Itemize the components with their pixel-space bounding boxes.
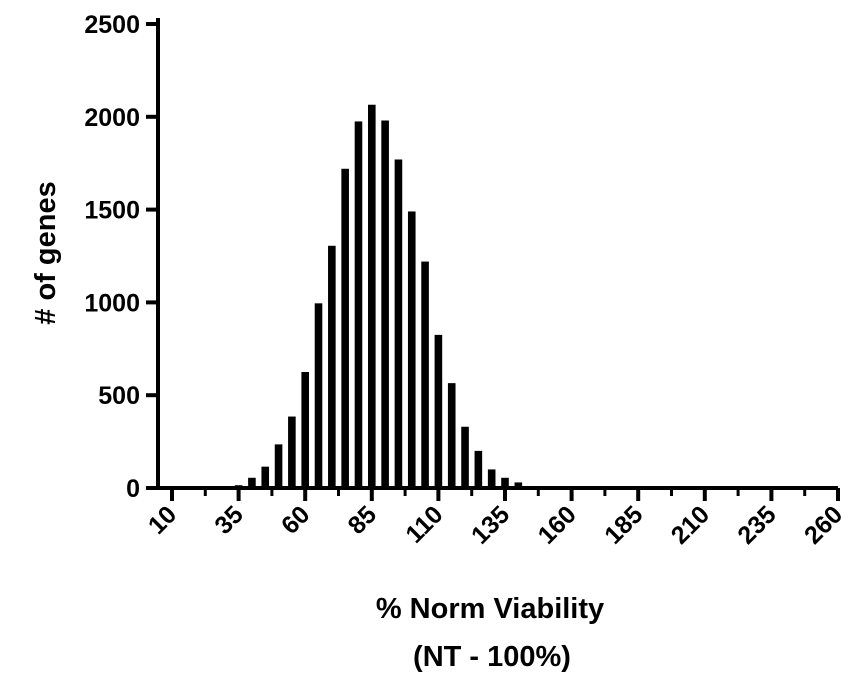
x-axis-title-line-1: % Norm Viability	[376, 593, 604, 625]
histogram-bar	[248, 477, 256, 488]
x-tick-label: 185	[599, 500, 648, 549]
x-tick-label: 10	[143, 500, 182, 539]
histogram-bar	[314, 303, 323, 488]
histogram-bar	[341, 168, 349, 488]
y-axis-ticks: 0 500 1000 1500 2000 2500	[84, 11, 158, 503]
x-axis-ticks: 10 35 60 85 110 135 160 185 210 235 260	[143, 488, 848, 550]
histogram-bar	[354, 121, 363, 488]
histogram-bar	[474, 450, 483, 488]
y-axis-title: # of genes	[30, 181, 62, 324]
histogram-bar	[514, 482, 523, 488]
x-tick-label: 85	[343, 500, 383, 540]
y-tick-label: 1500	[84, 197, 140, 225]
y-tick-label: 2500	[84, 11, 140, 39]
histogram-bar	[487, 469, 496, 488]
histogram-bar	[381, 120, 389, 489]
x-tick-label: 160	[533, 500, 582, 549]
x-tick-label: 235	[732, 500, 781, 549]
x-tick-label: 35	[209, 500, 249, 540]
y-tick-label: 500	[98, 382, 140, 410]
x-axis-title-line-2: (NT - 100%)	[413, 641, 571, 673]
x-tick-label: 60	[276, 500, 315, 539]
histogram-bar	[421, 261, 429, 488]
histogram-bar	[274, 444, 283, 488]
histogram-bar	[261, 466, 270, 488]
histogram-bar	[328, 245, 336, 488]
histogram-bar	[394, 159, 403, 488]
histogram-bar	[407, 211, 416, 488]
y-tick-label: 2000	[84, 104, 140, 132]
histogram-bar	[301, 372, 309, 488]
y-tick-label: 1000	[84, 289, 140, 317]
bar-group	[234, 104, 523, 489]
histogram-bar	[501, 477, 509, 488]
x-tick-label: 135	[466, 500, 515, 549]
histogram-bar	[368, 104, 376, 489]
histogram-bar	[434, 334, 443, 488]
x-tick-label: 260	[799, 500, 848, 549]
histogram-bar	[461, 426, 469, 488]
x-tick-label: 210	[666, 500, 715, 549]
histogram-bar	[447, 383, 456, 488]
y-tick-label: 0	[126, 475, 140, 503]
x-tick-label: 110	[400, 500, 448, 548]
histogram-bar	[288, 416, 296, 488]
